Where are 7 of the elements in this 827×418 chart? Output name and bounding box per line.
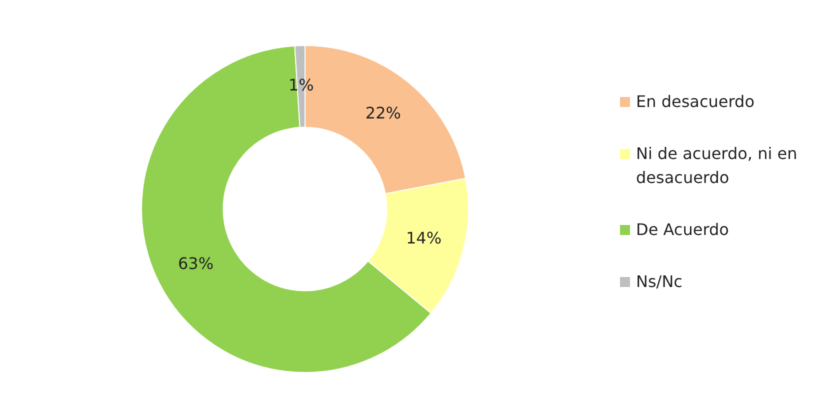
data-label: 14% [406,228,442,248]
legend-label: De Acuerdo [636,219,730,241]
legend-label: Ns/Nc [636,271,684,293]
data-label: 63% [178,254,214,273]
data-label: 22% [365,104,401,123]
legend-label: En desacuerdo [636,91,756,113]
legend-label: Ni de acuerdo, ni en desacuerdo [636,143,798,189]
